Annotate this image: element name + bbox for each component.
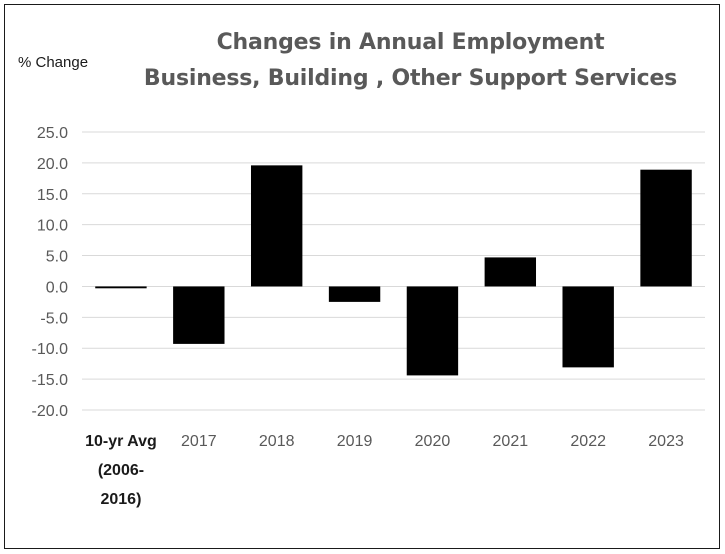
bar — [484, 257, 537, 287]
y-tick-label: 25.0 — [37, 125, 68, 142]
bar — [406, 286, 459, 376]
y-tick-labels: 25.0 20.0 15.0 10.0 5.0 0.0 -5.0 -10.0 -15.0 -20.… — [32, 125, 69, 420]
x-category-label: 2017 — [181, 433, 217, 450]
bar — [250, 165, 303, 287]
x-category-label: 2023 — [648, 433, 684, 450]
y-tick-label: 10.0 — [37, 218, 68, 235]
bar — [328, 286, 381, 302]
chart-title-line-2: Business, Building , Other Support Servi… — [143, 66, 678, 91]
y-tick-label: -20.0 — [32, 403, 69, 420]
x-category-label: 2022 — [570, 433, 606, 450]
y-tick-label: -15.0 — [32, 372, 69, 389]
y-tick-label: 15.0 — [37, 187, 68, 204]
y-tick-label: -5.0 — [40, 310, 68, 327]
chart-frame — [4, 4, 720, 549]
y-tick-label: 20.0 — [37, 156, 68, 173]
x-category-label: 2018 — [259, 433, 295, 450]
x-category-label: 10-yr Avg — [85, 433, 157, 450]
category-labels: 10-yr Avg (2006- 2016) 2017 2018 2019 2020 2021… — [85, 433, 684, 508]
bar — [640, 169, 692, 287]
bar — [173, 286, 225, 344]
y-axis-title: % Change — [18, 54, 89, 71]
x-category-label: 2016) — [100, 491, 141, 508]
y-tick-label: 0.0 — [46, 279, 68, 296]
x-category-label: 2019 — [337, 433, 373, 450]
chart-title-line-1: Changes in Annual Employment — [216, 30, 605, 55]
x-category-label: 2021 — [493, 433, 529, 450]
y-tick-label: -10.0 — [32, 341, 69, 358]
gridlines — [82, 131, 705, 411]
x-category-label: (2006- — [98, 462, 144, 479]
x-category-label: 2020 — [415, 433, 451, 450]
bar — [95, 286, 147, 289]
bars — [95, 165, 692, 376]
y-tick-label: 5.0 — [46, 249, 68, 266]
bar — [562, 286, 614, 368]
